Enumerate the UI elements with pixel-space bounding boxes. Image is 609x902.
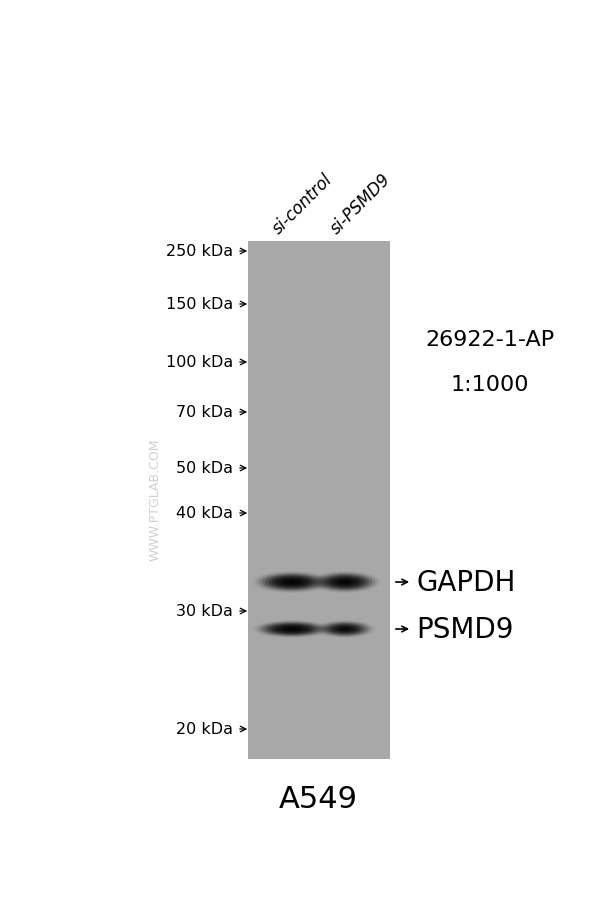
Ellipse shape — [259, 573, 325, 592]
Text: si-control: si-control — [269, 170, 337, 238]
Ellipse shape — [289, 629, 295, 630]
Ellipse shape — [262, 574, 322, 591]
Ellipse shape — [282, 580, 302, 585]
Ellipse shape — [269, 576, 315, 589]
Ellipse shape — [335, 626, 355, 632]
Ellipse shape — [286, 581, 298, 584]
Ellipse shape — [266, 623, 319, 635]
Ellipse shape — [327, 577, 363, 588]
Ellipse shape — [318, 574, 372, 591]
Ellipse shape — [333, 579, 357, 586]
Text: 1:1000: 1:1000 — [451, 374, 529, 394]
Text: 20 kDa: 20 kDa — [176, 722, 233, 737]
Text: 150 kDa: 150 kDa — [166, 297, 233, 312]
Text: WWW.PTGLAB.COM: WWW.PTGLAB.COM — [149, 438, 161, 561]
Text: 26922-1-AP: 26922-1-AP — [426, 329, 555, 350]
Text: GAPDH: GAPDH — [416, 568, 515, 596]
Ellipse shape — [275, 626, 309, 633]
Ellipse shape — [339, 581, 351, 584]
Ellipse shape — [282, 627, 302, 631]
Ellipse shape — [262, 622, 322, 636]
Ellipse shape — [342, 629, 348, 630]
Ellipse shape — [259, 621, 325, 637]
Text: 70 kDa: 70 kDa — [176, 405, 233, 420]
Ellipse shape — [315, 573, 375, 592]
Ellipse shape — [269, 624, 315, 634]
Ellipse shape — [275, 578, 309, 587]
Ellipse shape — [336, 580, 354, 585]
Ellipse shape — [330, 578, 360, 587]
Ellipse shape — [337, 627, 353, 631]
Ellipse shape — [317, 621, 373, 638]
Ellipse shape — [255, 572, 329, 593]
Ellipse shape — [272, 625, 312, 634]
Ellipse shape — [266, 575, 319, 590]
Text: PSMD9: PSMD9 — [416, 615, 513, 643]
Text: A549: A549 — [278, 785, 357, 814]
Ellipse shape — [312, 572, 378, 593]
Ellipse shape — [340, 628, 350, 630]
Ellipse shape — [322, 622, 368, 636]
Ellipse shape — [342, 582, 348, 584]
Ellipse shape — [324, 576, 366, 589]
Ellipse shape — [286, 628, 298, 630]
Ellipse shape — [279, 626, 305, 632]
Text: 30 kDa: 30 kDa — [176, 603, 233, 619]
Text: 40 kDa: 40 kDa — [176, 506, 233, 521]
Text: 50 kDa: 50 kDa — [176, 461, 233, 476]
Ellipse shape — [325, 623, 365, 635]
Ellipse shape — [279, 579, 305, 586]
Ellipse shape — [289, 582, 295, 584]
Ellipse shape — [327, 624, 363, 634]
Text: si-PSMD9: si-PSMD9 — [327, 170, 395, 238]
Ellipse shape — [321, 575, 369, 590]
Ellipse shape — [333, 626, 357, 633]
Bar — [248, 242, 390, 759]
Ellipse shape — [272, 577, 312, 588]
Ellipse shape — [255, 621, 329, 638]
Ellipse shape — [329, 625, 361, 634]
Text: 250 kDa: 250 kDa — [166, 244, 233, 259]
Ellipse shape — [320, 621, 370, 637]
Text: 100 kDa: 100 kDa — [166, 355, 233, 370]
